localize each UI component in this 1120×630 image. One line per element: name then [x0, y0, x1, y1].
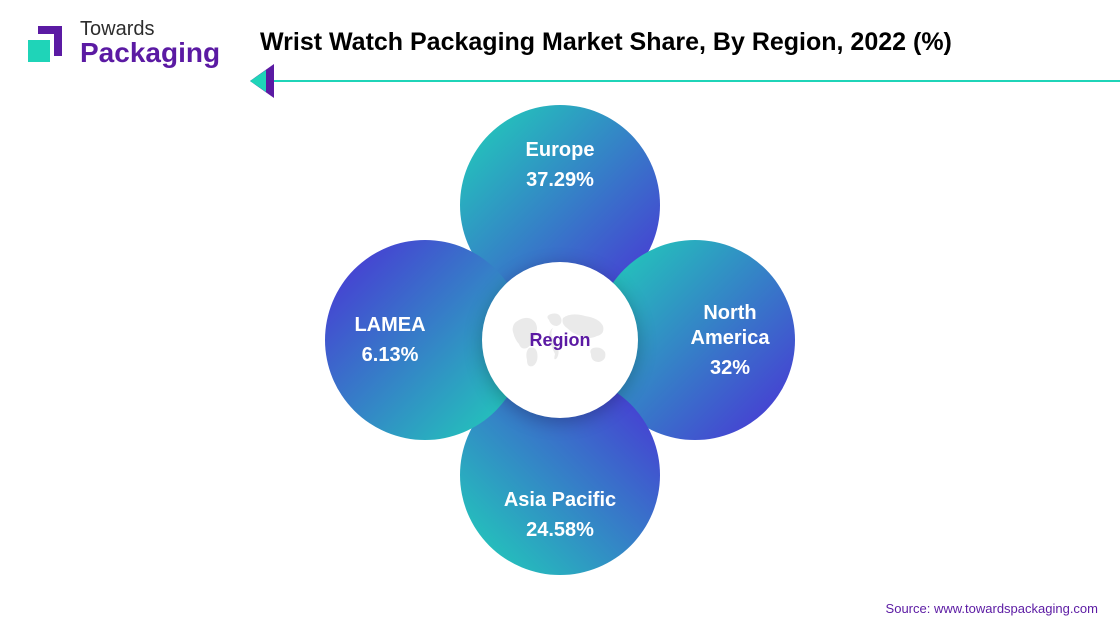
- region-label: LAMEA: [354, 313, 425, 338]
- region-infographic: Europe 37.29% NorthAmerica 32% Asia Paci…: [0, 100, 1120, 580]
- region-value: 37.29%: [526, 169, 594, 192]
- region-value: 6.13%: [362, 344, 419, 367]
- region-label: Asia Pacific: [504, 488, 616, 513]
- chart-title: Wrist Watch Packaging Market Share, By R…: [260, 28, 952, 57]
- divider-chevron-icon: [240, 64, 274, 98]
- source-credit: Source: www.towardspackaging.com: [886, 601, 1098, 616]
- title-divider: [260, 80, 1120, 82]
- brand-logo: Towards Packaging: [22, 18, 220, 69]
- logo-text: Towards Packaging: [80, 18, 220, 69]
- region-label: Europe: [526, 138, 595, 163]
- region-value: 32%: [710, 357, 750, 380]
- center-circle: Region: [482, 262, 638, 418]
- source-prefix: Source:: [886, 601, 934, 616]
- logo-icon: [22, 20, 70, 68]
- region-label: NorthAmerica: [691, 301, 770, 351]
- source-url: www.towardspackaging.com: [934, 601, 1098, 616]
- logo-line2: Packaging: [80, 37, 220, 69]
- region-value: 24.58%: [526, 519, 594, 542]
- center-label: Region: [530, 330, 591, 351]
